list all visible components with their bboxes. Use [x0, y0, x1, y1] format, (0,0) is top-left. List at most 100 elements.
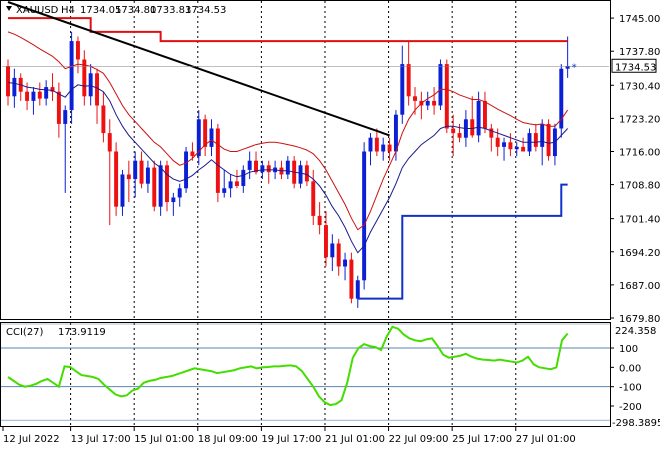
- y-tick-label: 1701.40: [619, 215, 660, 226]
- candle-body: [215, 128, 220, 193]
- candle: [317, 202, 322, 235]
- cci-tick-label: -100: [619, 383, 642, 394]
- candle: [324, 211, 328, 267]
- x-tick-label: 12 Jul 2022: [3, 434, 60, 445]
- candle: [533, 123, 538, 152]
- x-tick-label: 18 Jul 09:00: [198, 434, 258, 445]
- candle: [476, 91, 481, 143]
- candle: [482, 91, 487, 134]
- candle: [406, 41, 411, 106]
- candle: [126, 160, 131, 203]
- candle: [438, 59, 443, 111]
- slow-moving-average: [7, 31, 569, 231]
- candle: [177, 183, 182, 207]
- current-price-label: 1734.53: [615, 62, 656, 73]
- chart-header: XAUUSD H4 1734.05 1734.80 1733.83 1734.5…: [6, 5, 226, 16]
- candle: [285, 156, 290, 180]
- x-tick-label: 22 Jul 09:00: [389, 434, 449, 445]
- cci-bottom-value: -298.3895: [612, 418, 660, 429]
- candle-body: [56, 91, 61, 124]
- candle: [336, 238, 341, 276]
- candle-body: [362, 151, 367, 281]
- candle: [298, 160, 303, 189]
- candle: [304, 160, 309, 186]
- candle-body: [317, 215, 322, 226]
- candle-body: [444, 64, 449, 129]
- x-tick-label: 21 Jul 01:00: [325, 434, 385, 445]
- candle: [451, 114, 456, 157]
- candle: [444, 59, 449, 134]
- candle-body: [75, 41, 80, 60]
- candle: [31, 87, 36, 115]
- candle-body: [222, 188, 227, 193]
- candle-body: [502, 142, 507, 147]
- candle-body: [184, 151, 189, 189]
- candle-body: [343, 259, 348, 267]
- candle-body: [50, 87, 55, 92]
- y-tick-label: 1687.00: [619, 281, 660, 292]
- candle: [330, 234, 335, 272]
- y-tick-label: 1716.00: [619, 147, 660, 158]
- candle: [82, 50, 87, 106]
- candle: [228, 174, 233, 198]
- candle: [540, 119, 545, 166]
- candle-body: [114, 151, 119, 207]
- candle: [489, 123, 494, 152]
- x-tick-label: 19 Jul 17:00: [261, 434, 321, 445]
- candle: [215, 123, 220, 203]
- candle: [222, 169, 227, 198]
- candle: [101, 91, 106, 143]
- candle-body: [565, 66, 570, 69]
- candle-body: [495, 137, 500, 147]
- resistance-step-line: [8, 17, 568, 43]
- candle: [470, 96, 475, 138]
- candle-body: [521, 146, 526, 152]
- candle-body: [133, 160, 138, 180]
- candle: [152, 160, 157, 212]
- candle: [44, 80, 49, 106]
- candle: [145, 160, 150, 193]
- candle: [349, 252, 354, 304]
- candle: [508, 133, 513, 157]
- candle-body: [152, 167, 157, 207]
- candle: [107, 119, 112, 226]
- candle-body: [368, 137, 373, 152]
- cci-top-value: 224.358: [615, 326, 656, 337]
- candle: [374, 128, 379, 157]
- candle-body: [413, 96, 417, 101]
- y-tick-label: 1745.00: [619, 14, 660, 25]
- candle-body: [336, 243, 341, 267]
- candle: [171, 192, 176, 216]
- candle: [368, 133, 373, 166]
- fast-moving-average: [7, 82, 569, 254]
- cci-line: [7, 325, 569, 407]
- candle: [266, 160, 271, 184]
- symbol-label: XAUUSD: [16, 5, 59, 16]
- candle: [139, 151, 144, 189]
- candle-body: [298, 165, 303, 184]
- candle: [425, 91, 430, 111]
- candle-body: [165, 165, 169, 203]
- cci-tick-label: -200: [619, 402, 642, 413]
- vertical-gridlines: [70, 1, 517, 426]
- candle: [158, 160, 163, 216]
- candle: [502, 137, 507, 161]
- candle-body: [304, 165, 309, 182]
- candle-body: [476, 100, 481, 136]
- candle: [95, 68, 100, 124]
- main-plot-frame: [0, 0, 611, 320]
- candle: [63, 105, 68, 193]
- y-tick-label: 1679.80: [619, 314, 660, 325]
- candle: [69, 31, 74, 124]
- candle: [209, 119, 214, 157]
- candle-body: [285, 160, 290, 175]
- candle-body: [451, 128, 456, 134]
- candle-body: [260, 165, 265, 173]
- candle-body: [44, 87, 49, 99]
- support-step-line: [357, 183, 568, 300]
- low-value: 1733.83: [150, 5, 191, 16]
- current-price-marker: 1734.53: [611, 58, 657, 73]
- candle-body: [393, 114, 398, 152]
- candle: [559, 64, 564, 138]
- candle-body: [203, 119, 208, 147]
